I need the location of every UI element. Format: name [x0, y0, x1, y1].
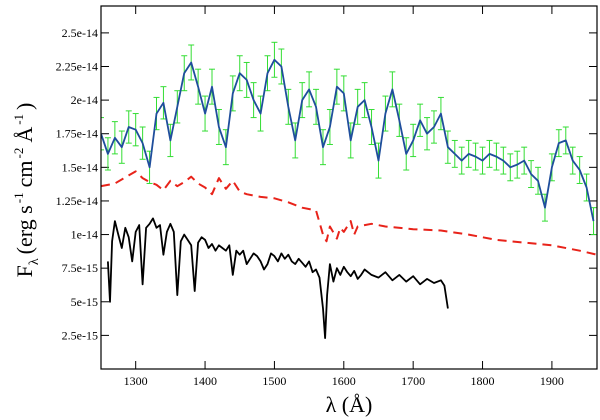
series-line [107, 217, 449, 340]
series-0 [101, 41, 597, 236]
x-tick-label: 1600 [332, 374, 356, 388]
y-tick-label: 2.5e-14 [62, 26, 98, 40]
y-label-exp3: -1 [11, 114, 26, 125]
x-tick-label: 1800 [471, 374, 495, 388]
tick-marks [101, 6, 597, 369]
x-tick-label: 1700 [401, 374, 425, 388]
x-tick-label: 1300 [124, 374, 148, 388]
x-axis-title: λ (Å) [326, 392, 373, 417]
y-label-unit-mid: cm [12, 161, 37, 188]
y-label-sub: λ [27, 258, 42, 265]
tick-labels: 1300 1400 1500 1600 1700 1800 1900 2.5e-15 5e-15… [56, 26, 564, 388]
data-series [101, 41, 597, 340]
y-tick-label: 2e-14 [71, 93, 98, 107]
y-label-exp1: -1 [11, 192, 26, 203]
y-label-unit-close: ) [12, 103, 37, 110]
y-label-unit-open: (erg s [12, 205, 37, 254]
y-axis-title: Fλ (erg s -1 cm -2 Å -1) [11, 103, 42, 278]
series-line [101, 58, 595, 222]
x-tick-label: 1900 [540, 374, 564, 388]
y-tick-label: 2.25e-14 [56, 60, 98, 74]
plot-frame [100, 5, 598, 370]
x-tick-label: 1500 [262, 374, 286, 388]
y-label-main: F [12, 265, 37, 277]
x-tick-label: 1400 [193, 374, 217, 388]
y-tick-label: 7.5e-15 [62, 261, 98, 275]
y-tick-label: 1.25e-14 [56, 194, 98, 208]
series-line [101, 170, 597, 256]
y-tick-label: 1e-14 [71, 228, 98, 242]
y-label-angstrom: Å [12, 127, 37, 143]
y-tick-label: 1.75e-14 [56, 127, 98, 141]
y-tick-label: 1.5e-14 [62, 160, 98, 174]
y-tick-label: 5e-15 [71, 295, 98, 309]
series-1 [101, 170, 597, 256]
y-tick-label: 2.5e-15 [62, 328, 98, 342]
series-2 [107, 217, 449, 340]
y-label-exp2: -2 [11, 148, 26, 159]
